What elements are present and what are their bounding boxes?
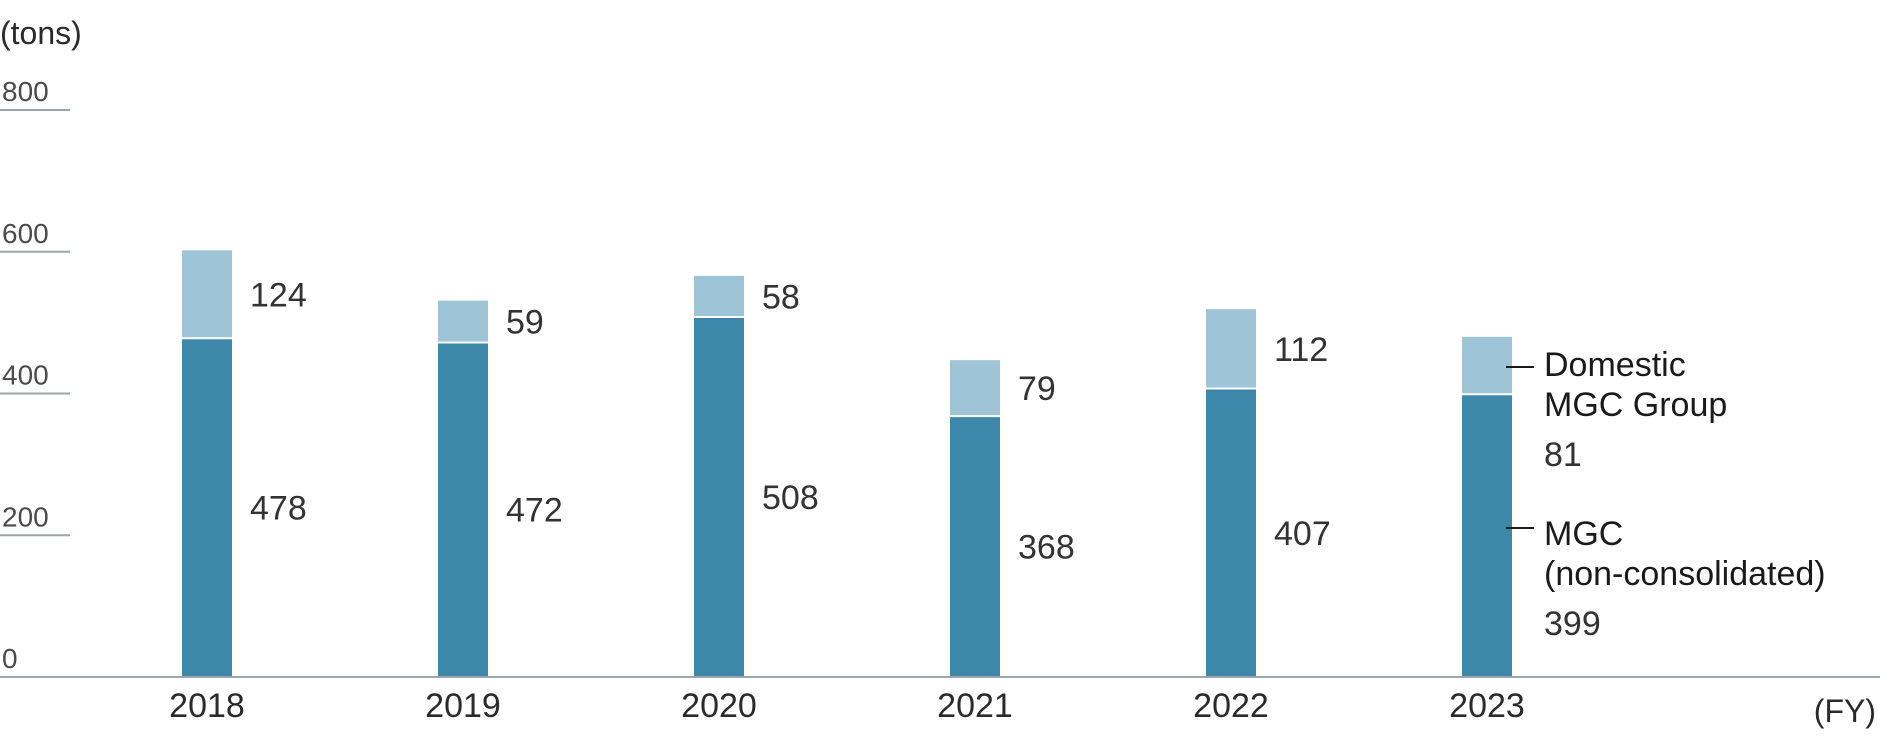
bar-domestic-group (438, 300, 488, 343)
bar-domestic-group (950, 360, 1000, 417)
legend-mgc-value: 399 (1544, 605, 1601, 643)
x-tick-label: 2022 (1193, 687, 1269, 725)
x-axis: 2018 2019 2020 2021 2022 2023 (169, 687, 1525, 725)
x-tick-label: 2020 (681, 687, 757, 725)
bar-mgc (950, 416, 1000, 677)
value-label-mgc: 478 (250, 490, 307, 528)
bar-mgc (694, 316, 744, 677)
x-tick-label: 2018 (169, 687, 245, 725)
value-labels: 478 124 472 59 508 58 368 79 407 112 (250, 276, 1331, 566)
value-label-domestic-group: 58 (762, 278, 800, 316)
value-label-domestic-group: 124 (250, 276, 307, 314)
y-tick-label: 800 (2, 76, 49, 107)
x-unit-label: (FY) (1814, 693, 1876, 729)
bar-domestic-group (182, 250, 232, 339)
x-tick-label: 2021 (937, 687, 1013, 725)
y-unit-label: (tons) (0, 15, 82, 51)
value-label-domestic-group: 59 (506, 304, 544, 342)
bar-domestic-group (694, 275, 744, 317)
value-label-domestic-group: 112 (1274, 331, 1328, 369)
bars (182, 250, 1512, 677)
value-label-mgc: 368 (1018, 529, 1075, 567)
y-axis: 0 200 400 600 800 (0, 76, 70, 674)
value-label-mgc: 508 (762, 479, 819, 517)
y-tick-label: 600 (2, 218, 49, 249)
legend-mgc-label-line2: (non-consolidated) (1544, 555, 1826, 593)
bar-mgc (1462, 394, 1512, 677)
bar-mgc (182, 338, 232, 677)
bar-domestic-group (1206, 309, 1256, 389)
legend-group-label-line1: Domestic (1544, 346, 1686, 384)
y-tick-label: 0 (2, 643, 18, 674)
value-label-mgc: 407 (1274, 515, 1331, 553)
legend-group-value: 81 (1544, 436, 1582, 474)
legend-mgc-label-line1: MGC (1544, 515, 1623, 553)
x-tick-label: 2023 (1449, 687, 1525, 725)
bar-mgc (438, 342, 488, 677)
legend-group-label-line2: MGC Group (1544, 386, 1727, 424)
bar-mgc (1206, 388, 1256, 677)
x-tick-label: 2019 (425, 687, 501, 725)
bar-domestic-group (1462, 336, 1512, 395)
legend: Domestic MGC Group 81 MGC (non-consolida… (1506, 346, 1826, 643)
y-tick-label: 400 (2, 360, 49, 391)
y-tick-label: 200 (2, 501, 49, 532)
value-label-mgc: 472 (506, 492, 563, 530)
value-label-domestic-group: 79 (1018, 370, 1056, 408)
